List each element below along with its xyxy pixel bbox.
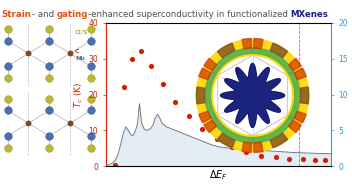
Y-axis label: DOS: DOS [350, 85, 352, 104]
Point [312, 158, 318, 161]
Polygon shape [242, 38, 251, 49]
Point [258, 154, 264, 157]
Polygon shape [289, 120, 301, 132]
Point [186, 115, 192, 118]
Polygon shape [253, 39, 301, 75]
Polygon shape [204, 39, 253, 75]
Polygon shape [199, 68, 211, 80]
Point [121, 86, 126, 89]
Point [229, 145, 234, 148]
Point [214, 138, 220, 141]
Polygon shape [289, 58, 301, 71]
Text: Cl/S: Cl/S [75, 29, 89, 34]
Polygon shape [254, 142, 263, 153]
Point [112, 164, 118, 167]
Text: gating: gating [56, 10, 88, 19]
Point [138, 50, 143, 53]
Point [287, 157, 292, 160]
Polygon shape [253, 117, 294, 143]
Polygon shape [212, 117, 253, 143]
Polygon shape [242, 142, 251, 153]
Text: - and: - and [32, 10, 56, 19]
Polygon shape [204, 120, 216, 132]
Polygon shape [270, 133, 288, 148]
Text: C: C [75, 49, 80, 54]
Text: MXenes: MXenes [290, 10, 328, 19]
Polygon shape [289, 72, 300, 119]
Polygon shape [254, 38, 263, 49]
Polygon shape [218, 43, 235, 58]
Polygon shape [204, 58, 216, 71]
Polygon shape [220, 63, 285, 128]
X-axis label: $\Delta E_F$: $\Delta E_F$ [209, 168, 228, 181]
Point [244, 150, 249, 153]
Point [129, 57, 134, 60]
Polygon shape [196, 67, 218, 124]
Polygon shape [196, 87, 205, 104]
Y-axis label: $T_c$ (K): $T_c$ (K) [73, 81, 86, 108]
Text: Nb: Nb [75, 56, 85, 61]
Polygon shape [199, 111, 211, 123]
Point [200, 127, 205, 130]
Polygon shape [218, 133, 235, 148]
Polygon shape [204, 115, 253, 152]
Point [172, 100, 178, 103]
Point [322, 159, 328, 162]
Polygon shape [270, 43, 288, 58]
Polygon shape [253, 115, 301, 152]
Polygon shape [300, 87, 309, 104]
Point [148, 64, 153, 67]
Text: Strain: Strain [2, 10, 32, 19]
Polygon shape [205, 72, 216, 119]
Polygon shape [253, 48, 294, 74]
Polygon shape [294, 68, 306, 80]
Polygon shape [287, 67, 309, 124]
Point [300, 158, 306, 161]
Point [160, 82, 166, 85]
Polygon shape [294, 111, 306, 123]
Text: -enhanced superconductivity in functionalized: -enhanced superconductivity in functiona… [88, 10, 290, 19]
Point [273, 156, 278, 159]
Polygon shape [212, 48, 253, 74]
